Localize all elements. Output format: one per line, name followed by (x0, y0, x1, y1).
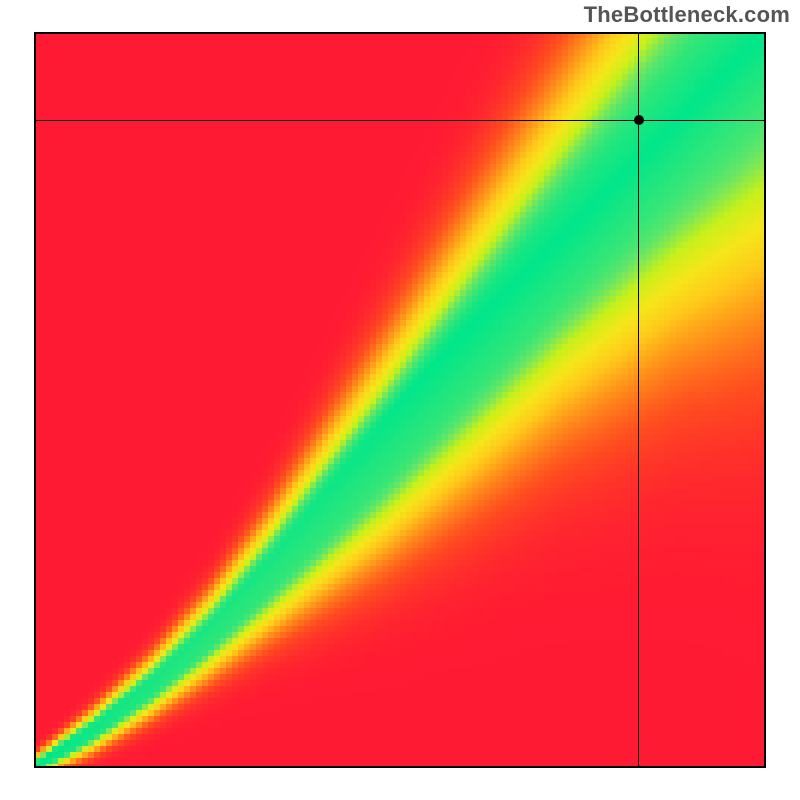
crosshair-horizontal (34, 120, 766, 121)
chart-container: TheBottleneck.com (0, 0, 800, 800)
watermark-text: TheBottleneck.com (584, 2, 790, 28)
heatmap-canvas (34, 32, 766, 768)
marker-dot (634, 115, 644, 125)
crosshair-vertical (638, 32, 639, 768)
